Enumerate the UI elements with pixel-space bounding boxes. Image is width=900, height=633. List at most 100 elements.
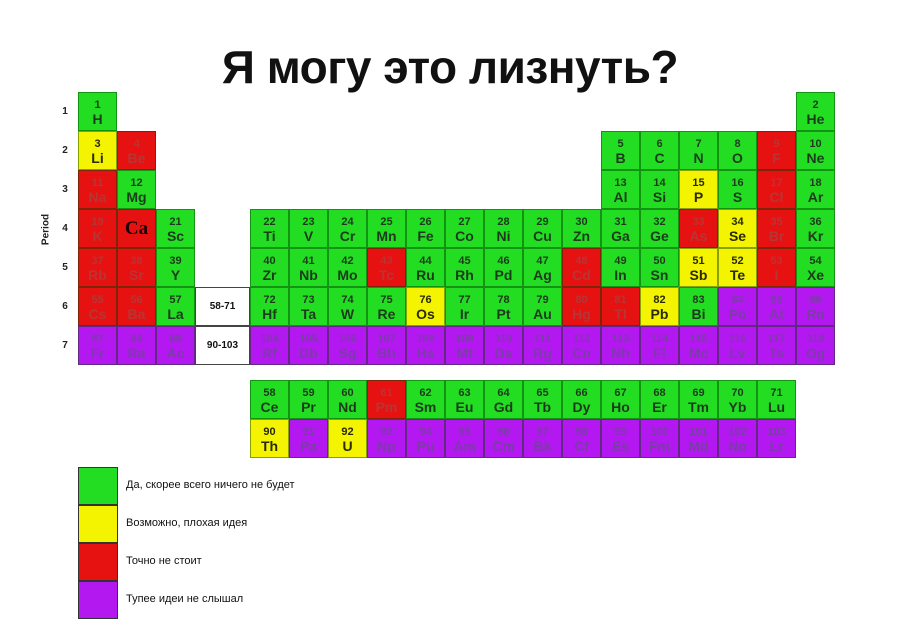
element-symbol: C [654, 150, 665, 166]
atomic-number: 19 [91, 216, 104, 228]
element-symbol: Te [729, 267, 746, 283]
element-symbol: Co [455, 228, 474, 244]
atomic-number: 102 [728, 426, 747, 438]
element-symbol: He [806, 111, 825, 127]
element-symbol: Pt [496, 306, 511, 322]
element-symbol: O [732, 150, 743, 166]
atomic-number: 77 [458, 294, 471, 306]
atomic-number: 41 [302, 255, 315, 267]
atomic-number: 86 [809, 294, 822, 306]
element-symbol: Ca [124, 218, 149, 239]
atomic-number: 92 [341, 426, 354, 438]
element-cell-fl: 114 Fl [640, 326, 679, 365]
element-symbol: Ni [496, 228, 511, 244]
atomic-number: 45 [458, 255, 471, 267]
atomic-number: 52 [731, 255, 744, 267]
atomic-number: 114 [650, 333, 669, 345]
element-cell-cm: 96 Cm [484, 419, 523, 458]
element-cell-w: 74 W [328, 287, 367, 326]
element-cell-rf: 104 Rf [250, 326, 289, 365]
element-symbol: Mn [376, 228, 397, 244]
element-symbol: Ba [127, 306, 146, 322]
atomic-number: 9 [773, 138, 780, 150]
atomic-number: 58 [263, 387, 276, 399]
element-cell-ca: Ca [117, 209, 156, 248]
element-symbol: Cm [492, 438, 515, 454]
element-cell-th: 90 Th [250, 419, 289, 458]
element-cell-ba: 56 Ba [117, 287, 156, 326]
element-cell-pb: 82 Pb [640, 287, 679, 326]
atomic-number: 73 [302, 294, 315, 306]
element-symbol: Sg [338, 345, 357, 361]
element-cell-at: 85 At [757, 287, 796, 326]
element-symbol: Zn [572, 228, 591, 244]
element-symbol: Cf [574, 438, 589, 454]
atomic-number: 43 [380, 255, 393, 267]
element-cell-he: 2 He [796, 92, 835, 131]
element-cell-er: 68 Er [640, 380, 679, 419]
element-symbol: Yb [728, 399, 747, 415]
element-cell-ga: 31 Ga [601, 209, 640, 248]
actinides-placeholder: 90-103 [195, 326, 250, 365]
atomic-number: 23 [302, 216, 315, 228]
element-symbol: Bk [533, 438, 552, 454]
element-symbol: Th [260, 438, 279, 454]
element-symbol: Au [533, 306, 552, 322]
element-symbol: Ne [806, 150, 825, 166]
period-label: 2 [62, 145, 68, 156]
element-cell-y: 39 Y [156, 248, 195, 287]
element-cell-ac: 89 Ac [156, 326, 195, 365]
atomic-number: 72 [263, 294, 276, 306]
atomic-number: 21 [169, 216, 182, 228]
atomic-number: 36 [809, 216, 822, 228]
element-symbol: Kr [807, 228, 824, 244]
atomic-number: 44 [419, 255, 432, 267]
element-cell-nb: 41 Nb [289, 248, 328, 287]
atomic-number: 5 [617, 138, 624, 150]
element-symbol: Am [453, 438, 476, 454]
element-symbol: Nh [611, 345, 630, 361]
atomic-number: 74 [341, 294, 354, 306]
element-cell-po: 84 Po [718, 287, 757, 326]
element-cell-sc: 21 Sc [156, 209, 195, 248]
element-cell-ne: 10 Ne [796, 131, 835, 170]
element-cell-tc: 43 Tc [367, 248, 406, 287]
element-cell-sg: 106 Sg [328, 326, 367, 365]
element-symbol: U [342, 438, 353, 454]
element-cell-bh: 107 Bh [367, 326, 406, 365]
legend-item: Да, скорее всего ничего не будет [78, 467, 478, 505]
atomic-number: 1 [94, 99, 101, 111]
element-cell-ni: 28 Ni [484, 209, 523, 248]
element-cell-sm: 62 Sm [406, 380, 445, 419]
legend-label: Да, скорее всего ничего не будет [126, 479, 295, 491]
atomic-number: 61 [380, 387, 393, 399]
element-cell-se: 34 Se [718, 209, 757, 248]
element-symbol: Rh [455, 267, 474, 283]
atomic-number: 50 [653, 255, 666, 267]
element-symbol: Hg [572, 306, 591, 322]
element-cell-in: 49 In [601, 248, 640, 287]
atomic-number: 118 [806, 333, 825, 345]
element-symbol: Np [377, 438, 396, 454]
element-symbol: Cu [533, 228, 552, 244]
element-cell-rn: 86 Rn [796, 287, 835, 326]
atomic-number: 96 [497, 426, 510, 438]
element-cell-te: 52 Te [718, 248, 757, 287]
element-symbol: H [92, 111, 103, 127]
element-symbol: V [303, 228, 314, 244]
atomic-number: 84 [731, 294, 744, 306]
legend-item: Возможно, плохая идея [78, 505, 478, 543]
element-symbol: Ds [494, 345, 513, 361]
element-symbol: F [772, 150, 781, 166]
element-symbol: Cl [769, 189, 784, 205]
element-cell-mg: 12 Mg [117, 170, 156, 209]
atomic-number: 111 [533, 333, 552, 345]
element-cell-hs: 108 Hs [406, 326, 445, 365]
element-symbol: Ru [416, 267, 435, 283]
element-cell-s: 16 S [718, 170, 757, 209]
atomic-number: 37 [91, 255, 104, 267]
element-symbol: Pd [494, 267, 513, 283]
element-cell-la: 57 La [156, 287, 195, 326]
element-symbol: N [693, 150, 704, 166]
